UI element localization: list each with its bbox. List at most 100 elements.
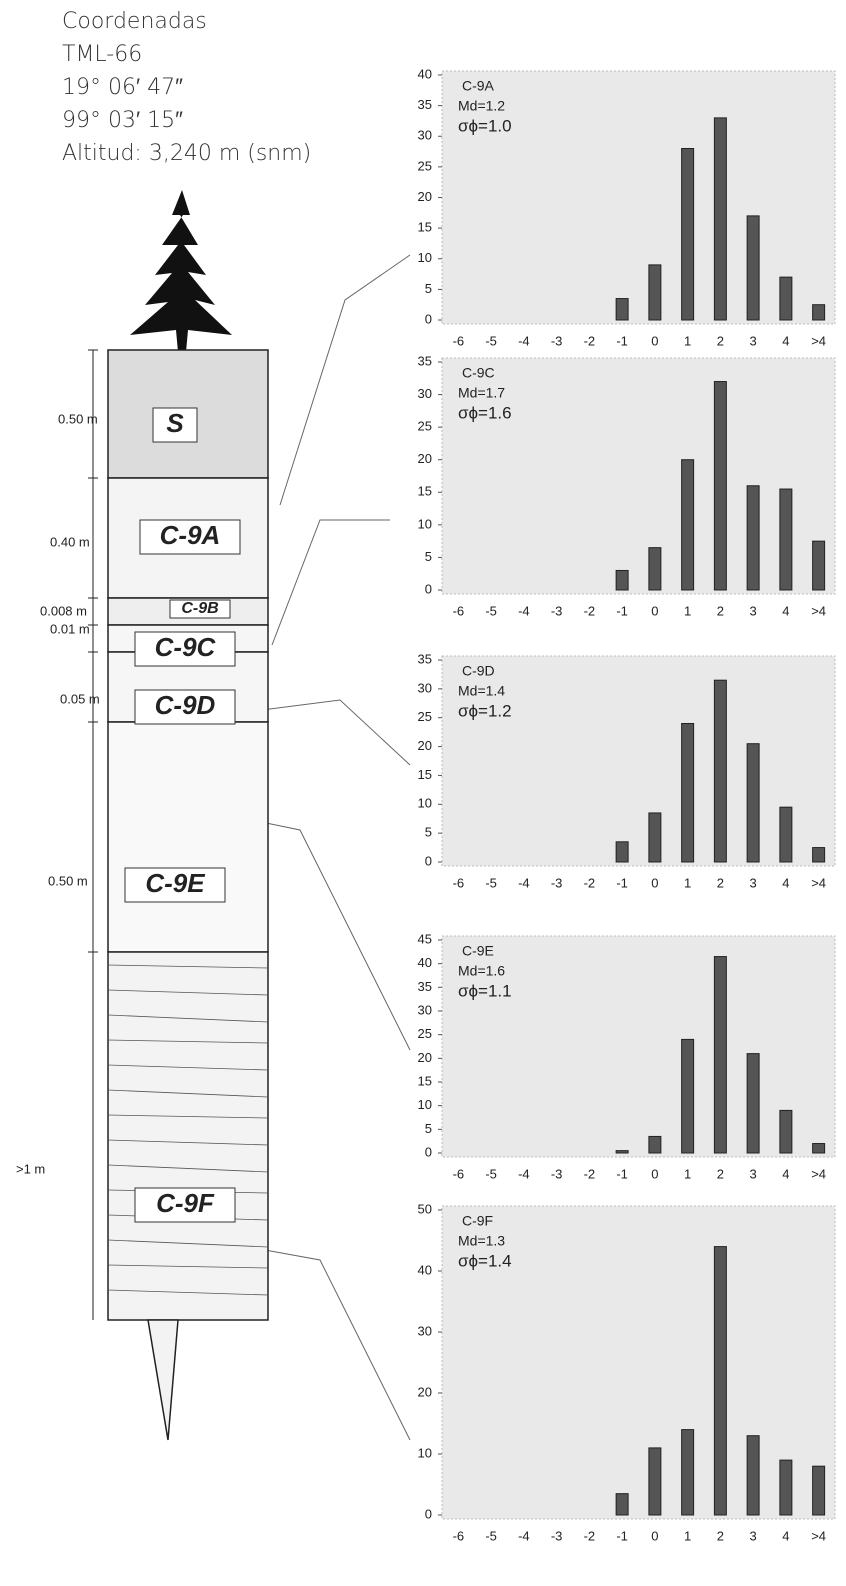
y-tick-label: 30 [418,386,432,401]
connector [261,699,411,766]
plot-area [441,357,836,595]
x-tick-label: 1 [684,1528,691,1543]
bar [779,488,793,591]
x-tick-label: 2 [717,603,724,618]
x-tick-label: 4 [782,1166,789,1181]
y-tick-label: 20 [418,451,432,466]
x-tick-label: -6 [453,1166,465,1181]
y-tick-label: 35 [418,353,432,368]
chart-title: C-9D [462,663,495,679]
lamination [107,1139,269,1146]
y-tick-label: 20 [418,189,432,204]
chart-title: C-9F [462,1213,493,1229]
layer-thickness: 0.50 m [48,873,88,888]
bar [615,841,629,863]
plot-area [441,70,836,325]
bar [681,459,695,591]
y-tick-label: 0 [425,1144,432,1159]
plot-area [441,1205,836,1520]
y-tick-label: 0 [425,1506,432,1521]
header-line: Coordenadas [62,9,207,34]
histogram: 0 10 20 30 40 50 -6 -5 -4 -3 -2 -1 0 1 2 3 4 >4 C-9F Md=1.3… [418,1201,836,1543]
bar [681,148,695,321]
bar [812,1465,826,1516]
plot-area [441,655,836,867]
header-line: 99° 03′ 15″ [62,108,183,133]
chart-annotation: σϕ=1.6 [458,403,512,422]
x-tick-label: 1 [684,1166,691,1181]
chart-annotation: Md=1.7 [458,385,505,401]
tree [130,190,232,352]
layer-label-box [134,631,236,667]
layer-label-box [169,599,231,619]
y-tick-label: 25 [418,419,432,434]
y-tick-label: 15 [418,484,432,499]
y-tick-label: 45 [418,931,432,946]
bar [812,540,826,591]
x-tick-label: 0 [651,603,658,618]
x-tick-label: 4 [782,333,789,348]
y-tick-label: 5 [425,1121,432,1136]
bar [681,1429,695,1516]
x-tick-label: -4 [518,333,530,348]
y-tick-label: 10 [418,1097,432,1112]
lamination [107,1114,269,1119]
x-tick-label: -6 [453,875,465,890]
bar [648,1447,662,1516]
bar [713,956,727,1154]
y-tick-label: 5 [425,825,432,840]
x-tick-label: >4 [811,603,826,618]
chart-annotation: σϕ=1.4 [458,1251,512,1270]
bar [713,679,727,863]
chart-title: C-9E [462,943,494,959]
x-tick-label: -4 [518,875,530,890]
lamination [107,1089,269,1098]
y-tick-label: 40 [418,66,432,81]
bar [746,215,760,321]
x-tick-label: -1 [616,603,628,618]
y-tick-label: 10 [418,516,432,531]
layer-thickness: 0.008 m [40,603,87,618]
x-tick-label: >4 [811,875,826,890]
x-tick-label: -3 [551,875,563,890]
x-tick-label: -4 [518,603,530,618]
bar [615,569,629,591]
x-tick-label: -3 [551,333,563,348]
x-tick-label: 0 [651,1166,658,1181]
x-tick-label: -6 [453,333,465,348]
bar [779,276,793,321]
y-tick-label: 30 [418,1323,432,1338]
x-tick-label: -5 [485,333,497,348]
y-tick-label: 15 [418,767,432,782]
bar [812,1143,826,1154]
y-tick-label: 0 [425,311,432,326]
x-tick-label: -3 [551,1528,563,1543]
bar [779,1459,793,1516]
x-tick-label: 3 [750,603,757,618]
layer [107,721,269,953]
layer-label-box [134,1187,236,1223]
layer-label: S [166,408,184,438]
chart-annotation: Md=1.3 [458,1233,505,1249]
chart-annotation: Md=1.6 [458,963,505,979]
x-tick-label: -2 [584,1166,596,1181]
x-tick-label: 3 [750,333,757,348]
y-tick-label: 5 [425,281,432,296]
lamination [107,989,269,996]
bar [615,298,629,321]
chart-title: C-9C [462,365,495,381]
plot-area [441,935,836,1158]
layer-label: C-9C [155,632,217,662]
bar [648,1135,662,1154]
connector [271,519,390,646]
chart-annotation: Md=1.2 [458,98,505,114]
x-tick-label: 2 [717,875,724,890]
x-tick-label: 2 [717,1166,724,1181]
y-tick-label: 15 [418,1073,432,1088]
bar [746,1053,760,1154]
y-tick-label: 10 [418,796,432,811]
x-tick-label: 0 [651,1528,658,1543]
bar [615,1493,629,1516]
histogram: 0 5 10 15 20 25 30 35 -6 -5 -4 -3 -2 -1 0 1 2 3 4 >4 C-9C Md=… [418,353,836,618]
bar [713,1246,727,1516]
